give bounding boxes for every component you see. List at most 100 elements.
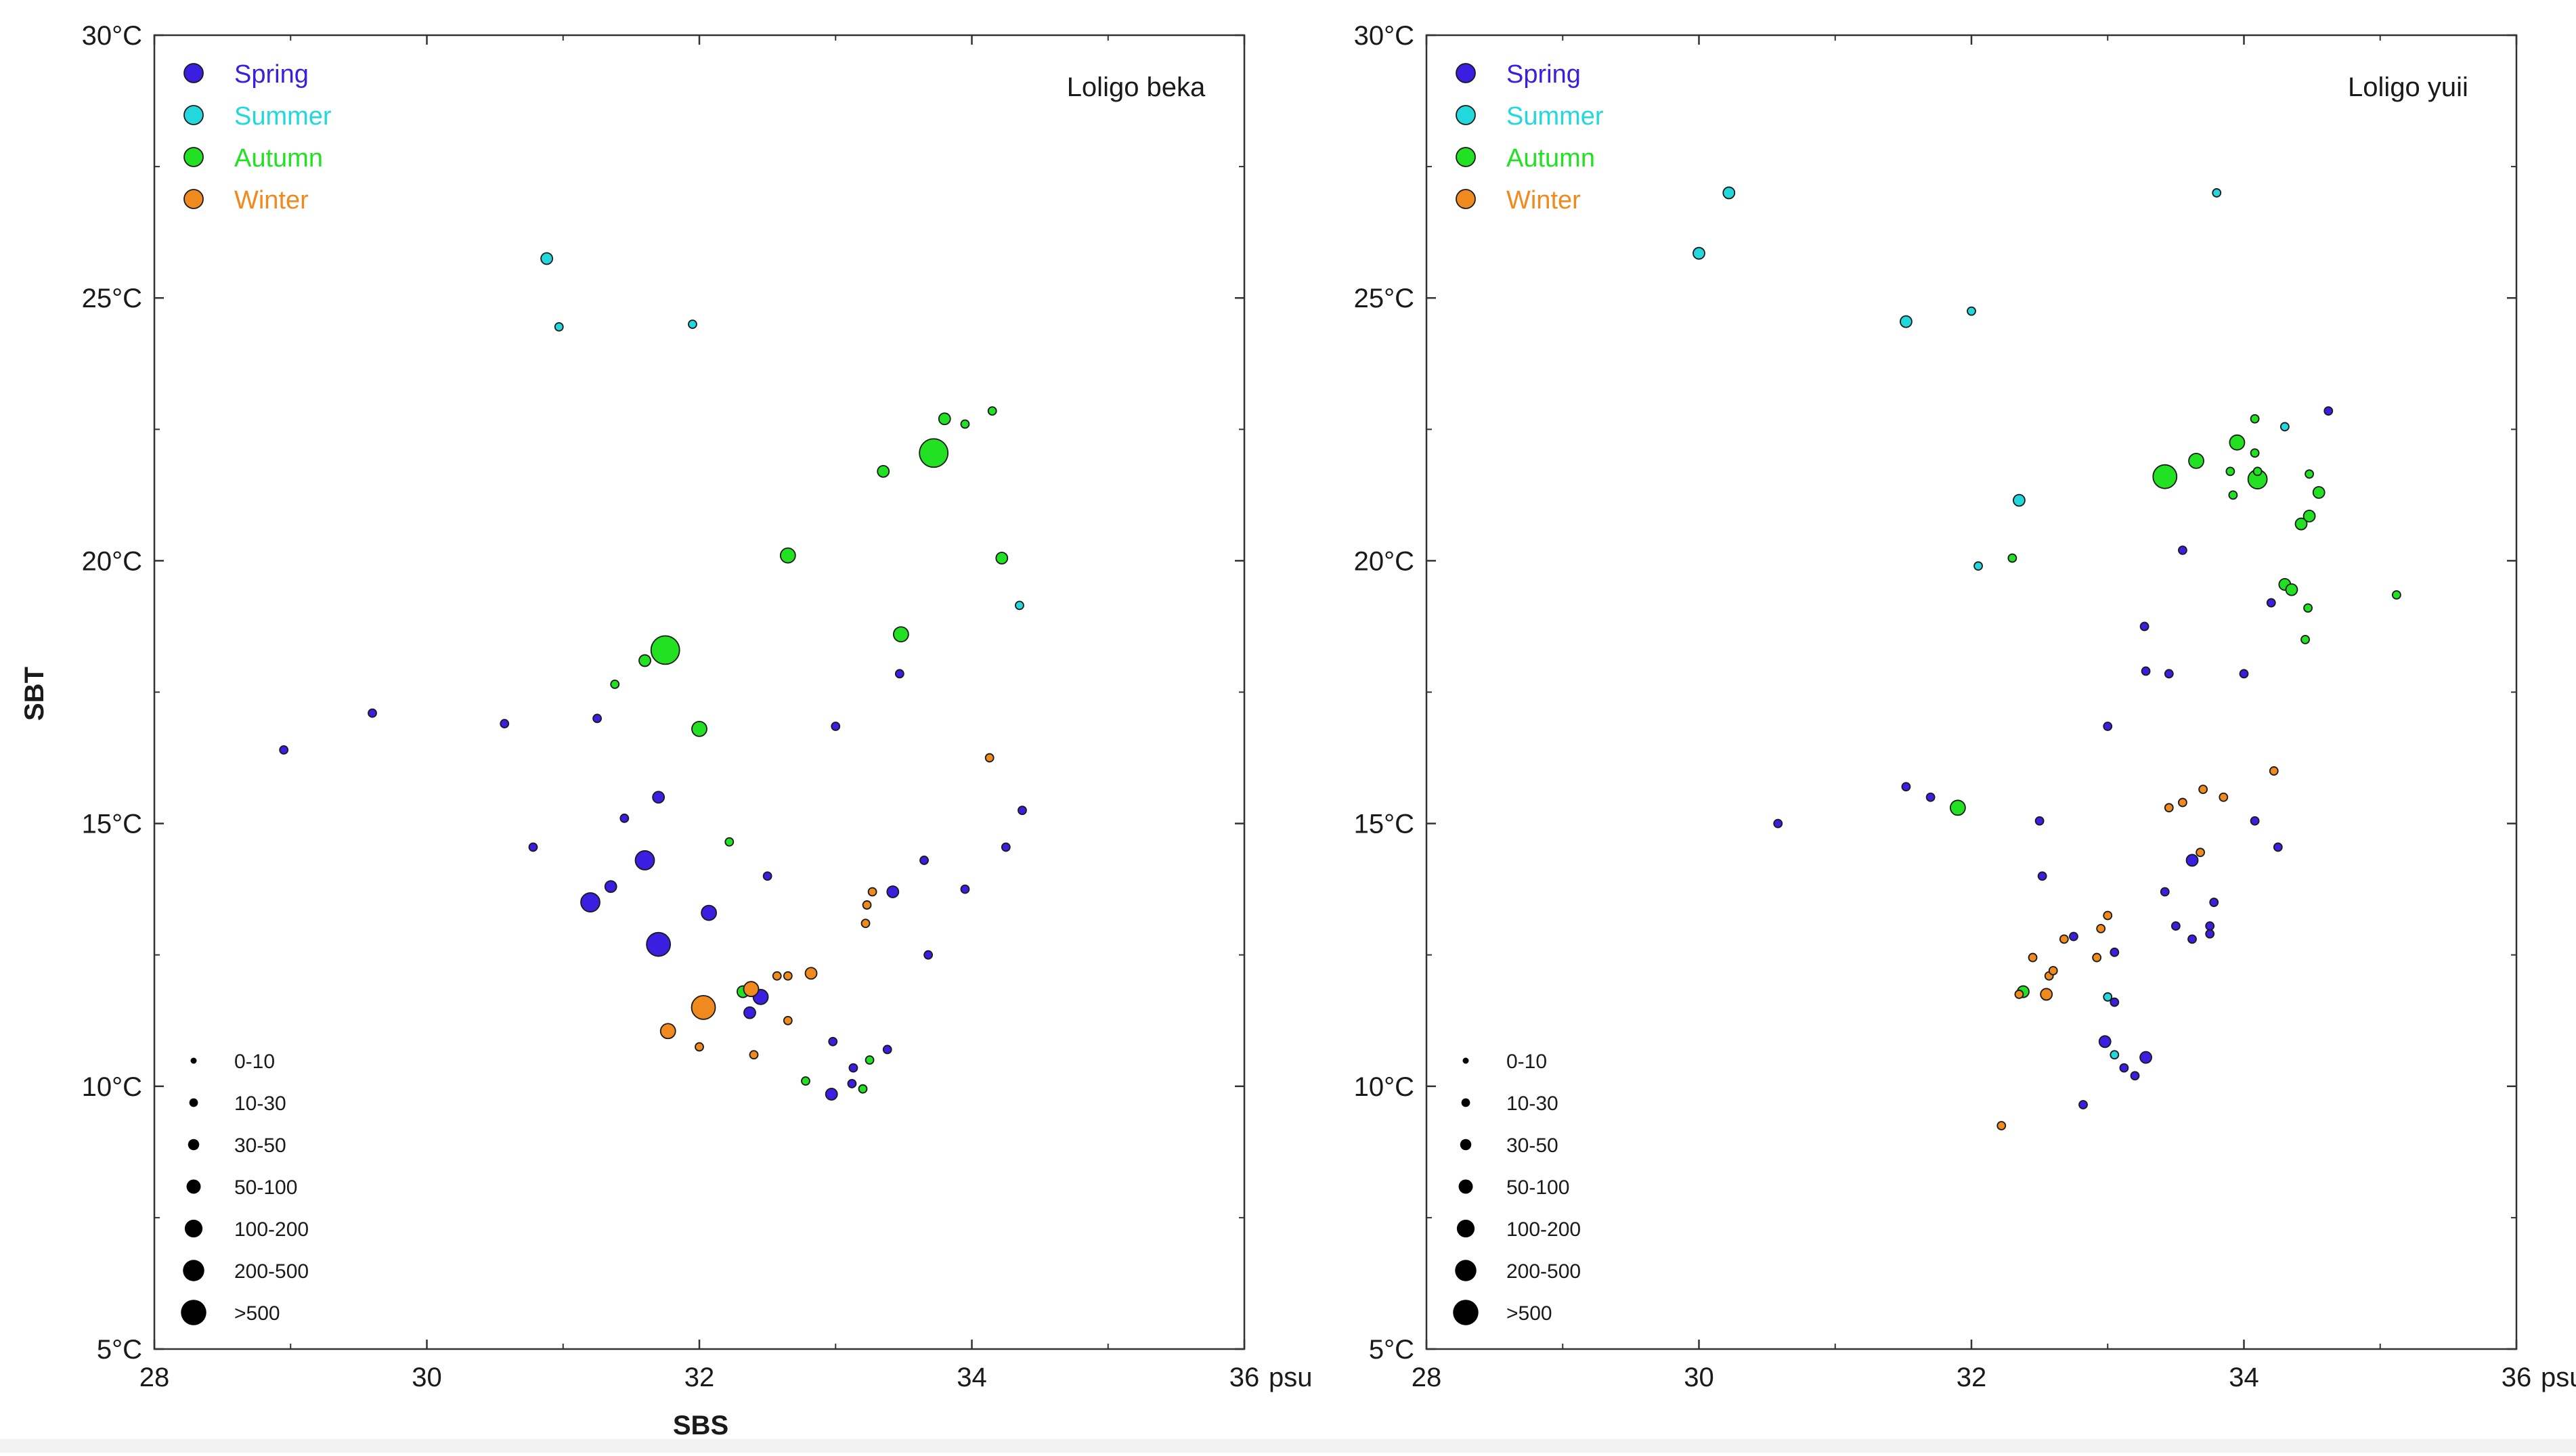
x-tick-label: 30	[1684, 1363, 1714, 1392]
data-point-spring	[960, 884, 970, 894]
data-point-autumn	[960, 419, 970, 429]
data-point-autumn	[724, 837, 735, 847]
size-legend-label: 30-50	[1506, 1134, 1558, 1157]
y-tick-label: 10°C	[82, 1072, 142, 1102]
data-point-autumn	[995, 552, 1009, 565]
data-point-autumn	[2300, 634, 2310, 644]
y-tick-label: 20°C	[82, 546, 142, 576]
data-point-spring	[619, 813, 630, 823]
data-point-autumn	[938, 412, 951, 426]
data-point-summer	[2212, 188, 2222, 198]
data-point-summer	[1015, 600, 1024, 611]
x-unit-label: psu	[2541, 1363, 2576, 1392]
legend-marker-autumn	[183, 147, 204, 167]
y-tick-label: 15°C	[1354, 810, 1414, 839]
data-point-autumn	[2188, 452, 2204, 469]
data-point-autumn	[650, 635, 680, 665]
data-point-spring	[652, 791, 665, 804]
data-point-autumn	[2285, 583, 2298, 596]
data-point-spring	[580, 892, 601, 912]
data-point-spring	[828, 1036, 838, 1046]
data-point-summer	[1722, 186, 1736, 200]
size-legend-marker	[183, 1260, 204, 1281]
data-point-autumn	[691, 720, 707, 737]
data-point-spring	[2266, 598, 2276, 608]
data-point-winter	[772, 971, 782, 981]
size-legend-marker	[1461, 1098, 1470, 1107]
data-point-autumn	[919, 438, 949, 468]
bottom-strip	[0, 1439, 2576, 1453]
data-point-spring	[2209, 898, 2219, 907]
size-legend-marker	[1462, 1057, 1469, 1064]
data-point-spring	[701, 904, 717, 921]
size-legend-label: 0-10	[234, 1051, 275, 1073]
y-tick-label: 25°C	[82, 284, 142, 313]
legend-label-spring: Spring	[1506, 60, 1581, 89]
data-point-winter	[743, 981, 760, 998]
data-point-spring	[2110, 947, 2120, 957]
size-legend-marker	[188, 1139, 200, 1151]
legend-marker-winter	[1456, 189, 1476, 209]
data-point-spring	[847, 1079, 857, 1088]
data-point-autumn	[2294, 517, 2308, 531]
data-point-autumn	[892, 626, 909, 642]
data-point-spring	[894, 669, 904, 679]
data-point-autumn	[865, 1055, 875, 1065]
size-legend-label: 50-100	[1506, 1176, 1569, 1199]
x-tick-label: 28	[1412, 1363, 1442, 1392]
size-legend-label: 200-500	[234, 1260, 309, 1283]
x-tick-label: 36	[2502, 1363, 2532, 1392]
scatter-panel-1: 28 30 32 34 36 psu 5°C 10°C 15°C 20°C 25°C 30°C Loli…	[82, 21, 1313, 1392]
size-legend-marker	[184, 1219, 203, 1238]
data-point-spring	[1773, 818, 1783, 829]
data-point-spring	[2139, 1051, 2153, 1064]
legend-label-summer: Summer	[1506, 102, 1604, 131]
size-legend-label: 10-30	[234, 1093, 286, 1115]
data-point-spring	[882, 1044, 892, 1055]
data-point-spring	[2250, 816, 2260, 826]
data-point-summer	[554, 322, 564, 332]
x-tick-label: 28	[139, 1363, 170, 1392]
data-point-autumn	[610, 679, 620, 689]
y-tick-label: 15°C	[82, 810, 142, 839]
chart-title: Loligo yuii	[2348, 72, 2468, 102]
data-point-spring	[2178, 545, 2187, 555]
legend-label-autumn: Autumn	[234, 144, 323, 173]
data-point-autumn	[2302, 510, 2316, 523]
data-point-spring	[2037, 871, 2047, 881]
data-point-winter	[2096, 923, 2106, 933]
data-point-spring	[604, 880, 617, 894]
data-point-autumn	[987, 406, 997, 416]
data-point-spring	[825, 1088, 838, 1101]
legend-label-summer: Summer	[234, 102, 332, 131]
data-point-spring	[2160, 887, 2170, 897]
data-point-autumn	[858, 1084, 868, 1094]
data-point-spring	[762, 871, 772, 881]
data-point-autumn	[2303, 603, 2313, 613]
data-point-winter	[2196, 847, 2206, 858]
data-point-summer	[2013, 493, 2026, 507]
data-point-spring	[2139, 621, 2149, 632]
data-point-winter	[867, 887, 877, 897]
data-point-spring	[2078, 1100, 2088, 1109]
data-point-autumn	[801, 1076, 810, 1086]
data-point-spring	[2141, 666, 2151, 676]
size-legend-marker	[1453, 1300, 1479, 1325]
data-point-summer	[1967, 306, 1976, 316]
legend-marker-winter	[183, 189, 204, 209]
data-point-spring	[2185, 854, 2199, 867]
x-tick-label: 34	[2229, 1363, 2259, 1392]
data-point-winter	[783, 971, 793, 981]
data-point-spring	[2130, 1071, 2140, 1081]
data-point-winter	[691, 994, 716, 1020]
chart-title: Loligo beka	[1067, 72, 1206, 102]
data-point-summer	[540, 252, 553, 265]
data-point-spring	[279, 745, 289, 755]
data-point-winter	[2048, 966, 2058, 975]
y-tick-label: 5°C	[97, 1335, 142, 1365]
data-point-spring	[2034, 816, 2045, 826]
y-tick-label: 20°C	[1354, 546, 1414, 576]
size-legend-label: 100-200	[234, 1218, 309, 1241]
data-point-spring	[528, 842, 538, 852]
